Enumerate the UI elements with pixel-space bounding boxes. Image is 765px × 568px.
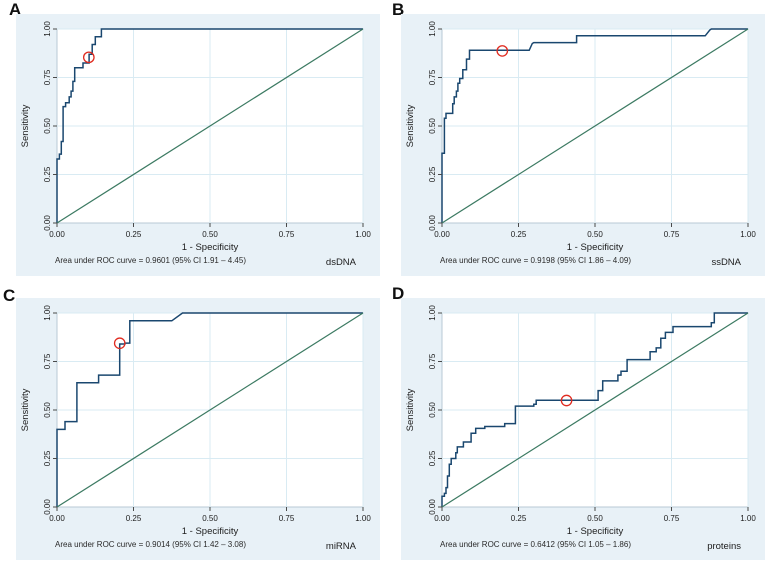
grid-layer (442, 312, 749, 507)
panel-c: C 0.00 0.25 0.50 0.75 1.00 0.00 0.25 0.50 0.75 1.… (0, 284, 382, 568)
x-axis-label: 1 - Specificity (182, 526, 239, 537)
auc-caption: Area under ROC curve = 0.9198 (95% CI 1.… (440, 256, 631, 265)
x-tick-label: 0.50 (587, 230, 603, 239)
x-tick-label: 1.00 (740, 514, 756, 523)
y-tick-label: 0.00 (428, 215, 437, 231)
cutoff-marker (82, 51, 95, 64)
reference-line (441, 312, 749, 508)
analyte-label: ssDNA (711, 257, 741, 268)
y-tick-label: 0.50 (428, 402, 437, 418)
panel-letter: C (3, 286, 16, 305)
roc-curve (441, 28, 748, 223)
roc-curve (56, 312, 363, 507)
y-tick-label: 0.75 (428, 69, 437, 85)
axis-layer: 0.00 0.25 0.50 0.75 1.00 0.00 0.25 0.50 0.75 1.00 (43, 305, 371, 523)
x-tick-label: 0.00 (434, 514, 450, 523)
auc-caption: Area under ROC curve = 0.9601 (95% CI 1.… (55, 256, 246, 265)
y-tick-label: 1.00 (428, 305, 437, 321)
y-tick-label: 0.25 (428, 166, 437, 182)
x-tick-label: 0.25 (126, 230, 142, 239)
y-tick-label: 0.00 (428, 499, 437, 515)
x-tick-label: 1.00 (740, 230, 756, 239)
axis-layer: 0.00 0.25 0.50 0.75 1.00 0.00 0.25 0.50 0.75 1.00 (428, 21, 756, 239)
auc-caption: Area under ROC curve = 0.6412 (95% CI 1.… (440, 540, 631, 549)
y-tick-label: 1.00 (428, 21, 437, 37)
roc-chart-mirna: 0.00 0.25 0.50 0.75 1.00 0.00 0.25 0.50 0.75 1.00… (16, 298, 380, 560)
roc-chart-proteins: 0.00 0.25 0.50 0.75 1.00 0.00 0.25 0.50 0.75 1.00… (401, 298, 765, 560)
y-tick-label: 0.75 (43, 353, 52, 369)
roc-chart-dsdna: 0.00 0.25 0.50 0.75 1.00 0.00 0.25 0.50 0.75 1.00… (16, 14, 380, 276)
x-tick-label: 0.50 (202, 514, 218, 523)
x-tick-label: 0.00 (49, 514, 65, 523)
reference-line (56, 28, 364, 224)
y-tick-label: 1.00 (43, 21, 52, 37)
y-axis-label: Sensitivity (405, 388, 416, 431)
y-tick-label: 0.00 (43, 215, 52, 231)
x-tick-label: 1.00 (355, 514, 371, 523)
reference-line (441, 28, 749, 224)
cutoff-marker (496, 45, 509, 57)
panel-d: D 0.00 0.25 0.50 0.75 1.00 0.00 0.25 0.50 0.75 1.… (383, 284, 765, 568)
auc-caption: Area under ROC curve = 0.9014 (95% CI 1.… (55, 540, 246, 549)
x-axis-label: 1 - Specificity (182, 242, 239, 253)
roc-curve (441, 312, 748, 507)
y-tick-label: 0.00 (43, 499, 52, 515)
x-tick-label: 0.25 (511, 230, 527, 239)
y-tick-label: 0.25 (43, 450, 52, 466)
cutoff-marker (113, 337, 126, 350)
curve-layer (441, 312, 749, 508)
curve-layer (56, 28, 364, 224)
y-tick-label: 1.00 (43, 305, 52, 321)
analyte-label: miRNA (326, 541, 357, 552)
y-tick-label: 0.25 (428, 450, 437, 466)
roc-curve (56, 28, 363, 223)
x-tick-label: 0.75 (279, 514, 295, 523)
x-tick-label: 0.00 (49, 230, 65, 239)
y-tick-label: 0.25 (43, 166, 52, 182)
y-tick-label: 0.75 (428, 353, 437, 369)
x-tick-label: 0.25 (126, 514, 142, 523)
axis-layer: 0.00 0.25 0.50 0.75 1.00 0.00 0.25 0.50 0.75 1.00 (428, 305, 756, 523)
y-tick-label: 0.50 (43, 118, 52, 134)
y-axis-label: Sensitivity (20, 388, 31, 431)
x-tick-label: 0.75 (279, 230, 295, 239)
y-axis-label: Sensitivity (20, 104, 31, 147)
panel-a: A 0.00 0.25 0.50 0.75 1.00 0.00 0.25 0.50 0.75 1.… (0, 0, 382, 284)
y-tick-label: 0.50 (43, 402, 52, 418)
x-tick-label: 1.00 (355, 230, 371, 239)
y-tick-label: 0.75 (43, 69, 52, 85)
y-tick-label: 0.50 (428, 118, 437, 134)
y-axis-label: Sensitivity (405, 104, 416, 147)
x-axis-label: 1 - Specificity (567, 526, 624, 537)
curve-layer (56, 312, 364, 508)
analyte-label: proteins (707, 541, 741, 552)
analyte-label: dsDNA (326, 257, 357, 268)
roc-chart-ssdna: 0.00 0.25 0.50 0.75 1.00 0.00 0.25 0.50 0.75 1.00… (401, 14, 765, 276)
x-tick-label: 0.00 (434, 230, 450, 239)
reference-line (56, 312, 364, 508)
axis-layer: 0.00 0.25 0.50 0.75 1.00 0.00 0.25 0.50 0.75 1.00 (43, 21, 371, 239)
panel-b: B 0.00 0.25 0.50 0.75 1.00 0.00 0.25 0.50 0.75 1.… (383, 0, 765, 284)
x-tick-label: 0.50 (202, 230, 218, 239)
x-tick-label: 0.75 (664, 514, 680, 523)
x-tick-label: 0.25 (511, 514, 527, 523)
x-axis-label: 1 - Specificity (567, 242, 624, 253)
x-tick-label: 0.50 (587, 514, 603, 523)
x-tick-label: 0.75 (664, 230, 680, 239)
cutoff-marker (560, 394, 573, 407)
curve-layer (441, 28, 749, 224)
